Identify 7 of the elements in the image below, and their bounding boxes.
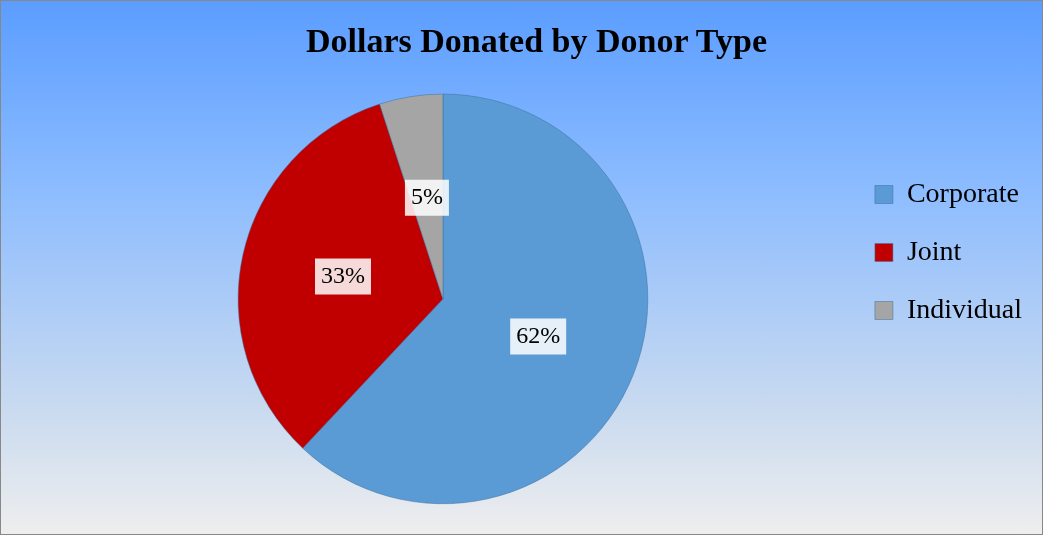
data-label: 33%: [321, 261, 365, 288]
legend-label: Joint: [906, 234, 962, 266]
data-label: 62%: [516, 321, 561, 348]
chart-title: Dollars Donated by Donor Type: [306, 22, 767, 60]
legend-label: Corporate: [906, 176, 1019, 208]
legend-label: Individual: [906, 292, 1023, 324]
data-label: 5%: [410, 183, 443, 210]
